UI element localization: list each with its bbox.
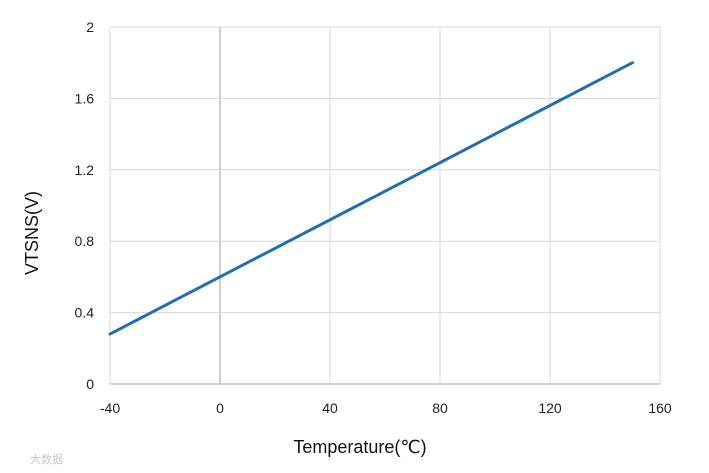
y-axis-title: VTSNS(V) bbox=[22, 191, 42, 275]
x-tick-label: 40 bbox=[322, 400, 338, 416]
y-tick-label: 2 bbox=[86, 19, 94, 35]
plot-area-frame bbox=[109, 26, 661, 385]
x-tick-label: 0 bbox=[216, 400, 224, 416]
x-axis-title: Temperature(℃) bbox=[293, 437, 426, 457]
x-tick-label: 120 bbox=[538, 400, 562, 416]
x-tick-label: 80 bbox=[432, 400, 448, 416]
x-tick-label: 160 bbox=[648, 400, 672, 416]
series-layer bbox=[108, 61, 634, 336]
watermark-text: 大数据 bbox=[30, 452, 63, 466]
grid-layer bbox=[109, 26, 661, 385]
y-tick-label: 0.4 bbox=[75, 305, 95, 321]
y-tick-label: 1.6 bbox=[75, 90, 95, 106]
y-tick-label: 0.8 bbox=[75, 233, 95, 249]
x-tick-label: -40 bbox=[100, 400, 120, 416]
tick-label-layer: -40 0 40 80 120 160 0 0.4 0.8 1.2 1.6 2 bbox=[75, 19, 672, 416]
y-tick-label: 0 bbox=[86, 376, 94, 392]
series-line bbox=[108, 61, 634, 336]
y-tick-label: 1.2 bbox=[75, 162, 95, 178]
